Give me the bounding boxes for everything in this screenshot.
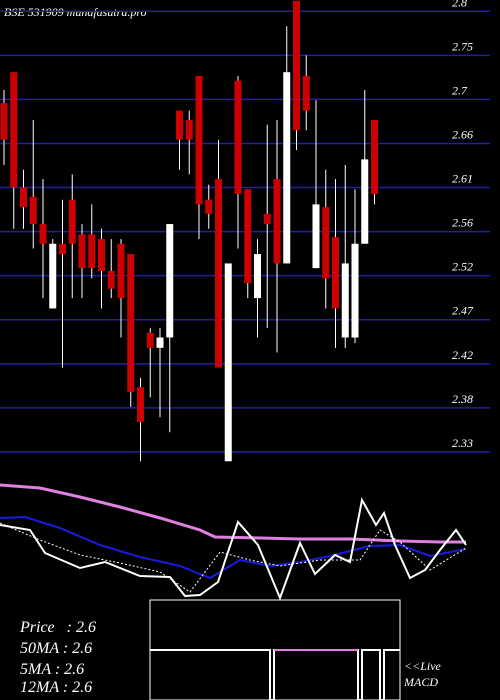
candle-body [185,120,193,140]
candle-body [146,332,154,348]
candle-body [166,224,174,338]
candle-body [302,75,310,111]
candle-body [117,243,125,299]
candle-body [195,75,203,205]
candle-body [215,179,222,368]
info-box: Price : 2.6 50MA : 2.6 5MA : 2.6 12MA : … [19,619,96,696]
ma-line-5 [0,522,467,593]
candle-body [224,263,232,462]
candle-body [88,234,96,269]
candle-body [244,189,252,284]
candle-body [283,72,291,264]
price-line [0,497,467,601]
candle-body [49,243,57,309]
live-label: <<Live [404,659,442,673]
candle-body [322,207,330,279]
info-50ma: 50MA : 2.6 [20,640,92,657]
candle-body [10,72,18,188]
y-tick-label: 2.7 [452,83,468,97]
y-tick-label: 2.8 [452,0,467,9]
info-price: Price : 2.6 [19,619,96,636]
candle-body [273,179,281,264]
y-tick-label: 2.38 [452,392,473,406]
candle-body [234,80,242,195]
y-tick-label: 2.52 [452,260,473,274]
candle-body [361,159,369,244]
candle-body [205,199,213,214]
candle-body [156,337,164,348]
candle-body [29,196,37,225]
candle-body [351,243,359,338]
candle-body [107,270,115,289]
candle-body [371,120,378,195]
y-tick-label: 2.56 [452,216,473,230]
candle-body [127,254,135,392]
candle-body [98,239,105,271]
y-tick-label: 2.33 [452,436,473,450]
candle-body [59,243,66,255]
y-tick-label: 2.42 [452,348,473,362]
candles [0,0,378,462]
candle-body [20,187,27,208]
candle-body [293,0,300,131]
candle-body [0,103,8,140]
y-tick-label: 2.66 [452,127,473,141]
candle-body [312,204,320,269]
candle-body [78,234,86,269]
candle-body [39,224,47,244]
info-12ma: 12MA : 2.6 [20,679,92,696]
candle-body [137,387,144,422]
y-tick-label: 2.61 [452,172,473,186]
info-5ma: 5MA : 2.6 [20,661,84,678]
candle-body [176,110,183,140]
candle-body [263,213,271,225]
candle-body [254,254,261,299]
y-tick-label: 2.47 [452,304,474,318]
ma-line-50 [0,483,466,544]
candle-body [332,237,339,309]
macd-label: MACD [403,675,438,689]
candle-body [341,263,349,338]
indicator-panel [0,483,467,601]
candle-body [68,199,76,244]
y-tick-label: 2.75 [452,39,473,53]
ma-line-12 [0,515,467,580]
